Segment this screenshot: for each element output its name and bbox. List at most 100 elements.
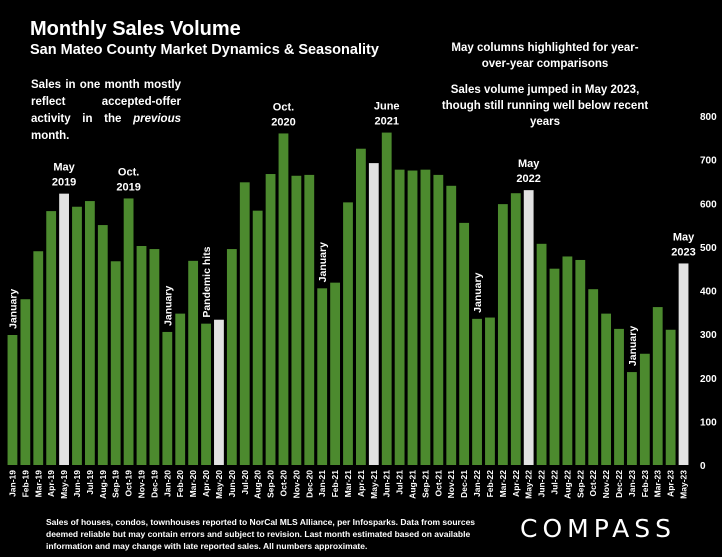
y-tick-label: 600 (700, 199, 717, 210)
x-tick-label: Oct-21 (433, 470, 443, 497)
annotation-label: 2022 (516, 173, 540, 185)
compass-logo: COMPASS (520, 514, 677, 543)
y-tick-label: 500 (700, 243, 717, 254)
y-tick-label: 300 (700, 330, 717, 341)
bar (549, 268, 560, 465)
bar (614, 328, 624, 465)
bar (123, 198, 134, 466)
x-tick-label: Mar-21 (343, 470, 353, 498)
annotation-vertical-label: January (162, 286, 174, 326)
x-tick-label: Sep-21 (420, 470, 430, 498)
x-tick-label: Mar-22 (498, 470, 508, 498)
bar (317, 288, 328, 465)
x-tick-label: Oct-19 (124, 470, 134, 497)
bar (433, 174, 444, 466)
x-tick-label: Feb-23 (640, 470, 650, 498)
x-tick-label: Jan-21 (317, 470, 327, 497)
bar (7, 334, 18, 465)
y-tick-label: 700 (700, 156, 717, 167)
bar (601, 313, 612, 465)
bar (562, 256, 573, 465)
bar (188, 260, 199, 465)
x-tick-label: Jan-22 (472, 470, 482, 497)
bar (356, 148, 366, 465)
x-tick-label: Jun-21 (382, 470, 392, 498)
bar (162, 331, 173, 465)
bar (110, 261, 121, 465)
note-may-highlight: May columns highlighted for year-over-ye… (451, 42, 639, 70)
footer-disclaimer: Sales of houses, condos, townhouses repo… (46, 517, 476, 551)
bar (136, 246, 147, 465)
note-previous-month: Sales in one month mostly reflect accept… (31, 77, 181, 145)
annotation-label: Oct. (118, 166, 139, 178)
bar (575, 259, 586, 465)
bar (510, 193, 521, 465)
bar-highlighted (678, 263, 689, 465)
x-tick-label: Apr-20 (201, 470, 211, 497)
annotation-label: Oct. (273, 101, 294, 113)
x-tick-label: Oct-20 (278, 470, 288, 497)
bar (304, 174, 315, 466)
annotation-vertical-label: January (472, 272, 484, 312)
x-tick-label: Jul-20 (240, 470, 250, 495)
x-tick-label: Apr-23 (666, 470, 676, 497)
x-tick-label: Jan-20 (162, 470, 172, 497)
bar-highlighted (59, 193, 69, 465)
bar (33, 251, 44, 465)
note-left-emphasis: previous (133, 113, 181, 125)
x-tick-label: Feb-19 (20, 470, 30, 498)
bar (639, 353, 650, 465)
x-tick-label: May-23 (679, 470, 689, 499)
x-tick-label: May-19 (59, 470, 69, 499)
x-tick-label: Jul-19 (85, 470, 95, 495)
x-tick-label: Dec-19 (149, 470, 159, 498)
bar (265, 174, 276, 466)
x-tick-label: Jun-19 (72, 470, 82, 498)
x-tick-label: Feb-21 (330, 470, 340, 498)
y-tick-label: 0 (700, 461, 706, 472)
annotation-label: 2021 (374, 116, 398, 128)
annotation-vertical-label: Pandemic hits (201, 246, 213, 317)
annotation-label: May (673, 231, 695, 243)
x-tick-label: Jul-22 (549, 470, 559, 495)
x-tick-label: Apr-22 (511, 470, 521, 497)
bar (588, 289, 599, 465)
bar (381, 132, 392, 465)
x-tick-label: Nov-20 (291, 470, 301, 499)
bar (20, 299, 31, 465)
x-tick-label: Aug-21 (408, 470, 418, 499)
x-tick-label: Apr-21 (356, 470, 366, 497)
bar (420, 169, 431, 465)
bar (446, 185, 457, 466)
x-tick-label: May-21 (369, 470, 379, 499)
note-may-2023: Sales volume jumped in May 2023, though … (441, 84, 649, 128)
x-tick-label: Jan-23 (627, 470, 637, 497)
annotation-vertical-label: January (317, 242, 329, 282)
bar (97, 225, 108, 465)
bar (497, 204, 508, 465)
bar (252, 210, 263, 465)
x-tick-label: Feb-22 (485, 470, 495, 498)
note-left-suffix: month. (31, 130, 70, 142)
x-tick-label: May-20 (214, 470, 224, 499)
x-tick-label: Apr-19 (46, 470, 56, 497)
bar (472, 318, 482, 465)
bar (72, 206, 82, 466)
note-left-prefix: Sales in one month mostly reflect accept… (31, 79, 181, 125)
x-tick-label: Oct-22 (588, 470, 598, 497)
bar (46, 211, 57, 465)
bar (459, 222, 470, 465)
x-tick-label: Jun-20 (227, 470, 237, 498)
x-tick-label: Dec-21 (459, 470, 469, 498)
annotation-label: 2019 (116, 181, 140, 193)
x-tick-label: Mar-23 (653, 470, 663, 498)
x-tick-label: Nov-22 (601, 470, 611, 499)
bar (343, 202, 353, 465)
annotation-vertical-label: January (627, 326, 639, 366)
bar (239, 182, 250, 465)
x-tick-label: Aug-19 (98, 470, 108, 499)
x-tick-label: Nov-21 (446, 470, 456, 499)
bar (84, 201, 95, 465)
x-tick-label: Jun-22 (537, 470, 547, 498)
